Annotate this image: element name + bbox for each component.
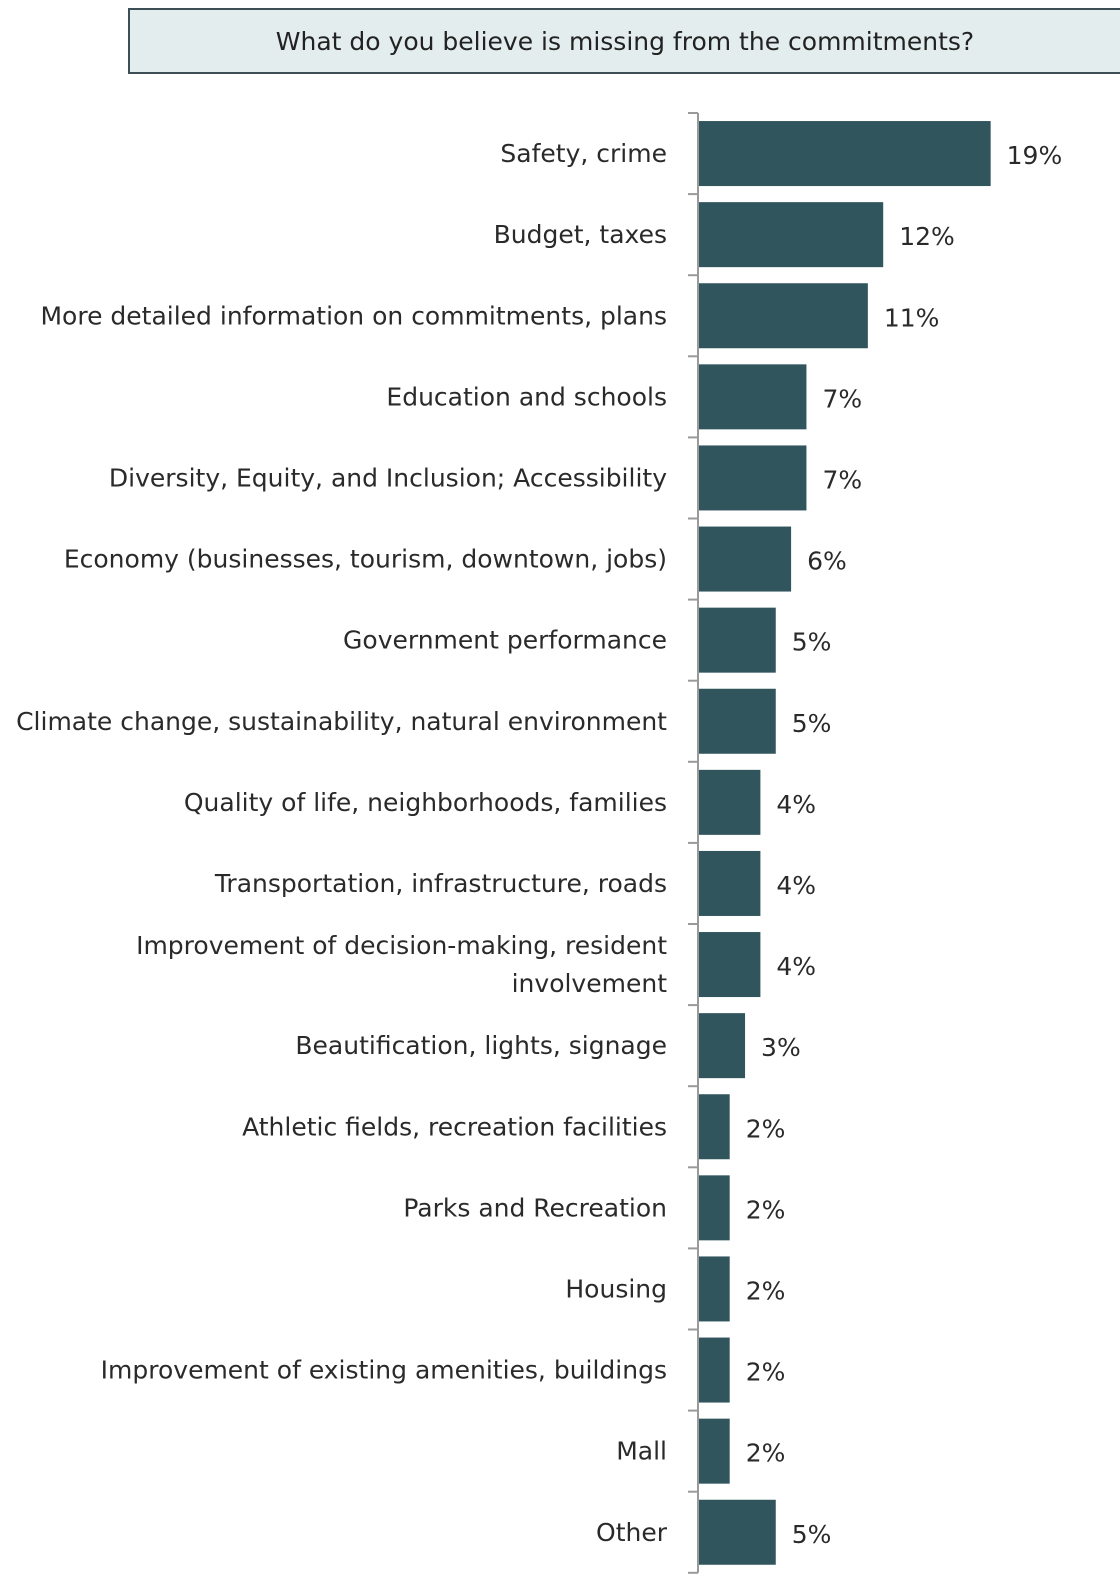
data-label: 5% — [792, 628, 832, 657]
category-label: Climate change, sustainability, natural … — [16, 707, 667, 736]
bar — [699, 364, 807, 430]
category-label: Education and schools — [386, 382, 667, 411]
category-label: Athletic fields, recreation facilities — [242, 1112, 667, 1141]
data-label: 4% — [776, 790, 816, 819]
category-label: Transportation, infrastructure, roads — [214, 869, 667, 898]
bar — [699, 1337, 730, 1403]
category-label: More detailed information on commitments… — [40, 301, 667, 330]
bar — [699, 769, 761, 835]
data-label: 4% — [776, 871, 816, 900]
category-label: Parks and Recreation — [403, 1193, 667, 1222]
category-label: Improvement of existing amenities, build… — [101, 1356, 667, 1385]
category-label: Budget, taxes — [494, 220, 667, 249]
data-label: 4% — [776, 952, 816, 981]
bar — [699, 1175, 730, 1241]
category-label: Quality of life, neighborhoods, families — [184, 788, 667, 817]
category-label: Housing — [565, 1274, 667, 1303]
bar — [699, 607, 776, 673]
bar — [699, 932, 761, 998]
data-label: 7% — [822, 384, 862, 413]
data-label: 2% — [746, 1276, 786, 1305]
category-label: Safety, crime — [500, 139, 667, 168]
data-label: 7% — [822, 465, 862, 494]
bar — [699, 283, 868, 349]
data-label: 2% — [746, 1439, 786, 1468]
bar — [699, 1094, 730, 1160]
bar — [699, 1499, 776, 1565]
chart-title: What do you believe is missing from the … — [128, 8, 1120, 74]
bar — [699, 1013, 746, 1079]
data-label: 19% — [1007, 141, 1063, 170]
bar — [699, 850, 761, 916]
category-label: Mall — [616, 1437, 667, 1466]
bar — [699, 121, 991, 187]
data-label: 6% — [807, 547, 847, 576]
category-label: Beautification, lights, signage — [295, 1031, 667, 1060]
data-label: 2% — [746, 1195, 786, 1224]
data-label: 3% — [761, 1033, 801, 1062]
bar — [699, 202, 884, 268]
data-label: 5% — [792, 1520, 832, 1549]
bar — [699, 526, 792, 592]
data-label: 2% — [746, 1114, 786, 1143]
bar — [699, 1256, 730, 1322]
data-label: 12% — [899, 222, 955, 251]
data-label: 5% — [792, 709, 832, 738]
category-label: Economy (businesses, tourism, downtown, … — [64, 545, 667, 574]
category-label: Other — [596, 1518, 668, 1547]
data-label: 2% — [746, 1358, 786, 1387]
bar — [699, 1418, 730, 1484]
bar — [699, 688, 776, 754]
bar — [699, 445, 807, 511]
category-label: Diversity, Equity, and Inclusion; Access… — [109, 463, 667, 492]
category-label: involvement — [512, 969, 668, 998]
category-label: Improvement of decision-making, resident — [136, 931, 667, 960]
data-label: 11% — [884, 303, 940, 332]
category-label: Government performance — [343, 626, 667, 655]
